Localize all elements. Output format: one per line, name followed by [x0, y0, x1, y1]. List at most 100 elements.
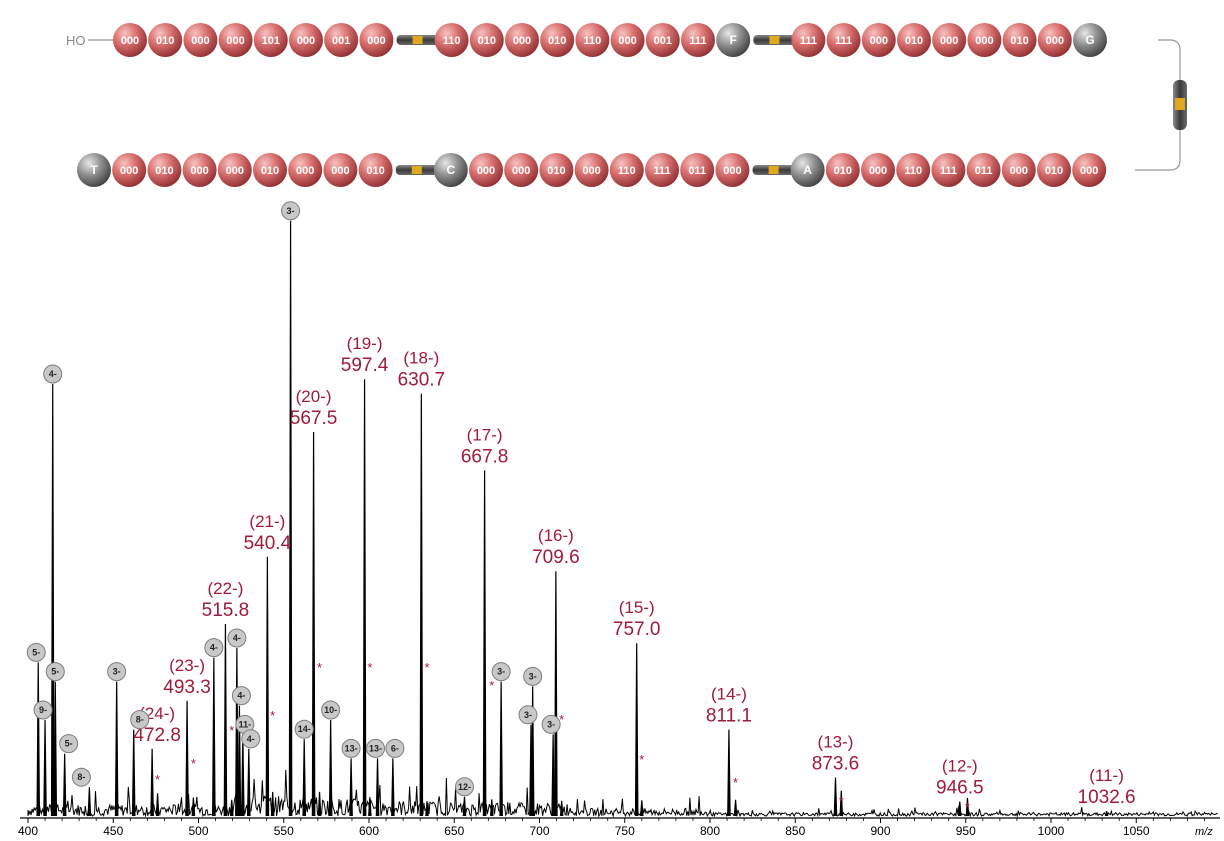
spectrum-noise-trace	[27, 769, 1218, 818]
charge-badge-label: 4-	[237, 691, 245, 701]
sequence-bead	[504, 153, 539, 187]
bead-code: 000	[723, 165, 741, 177]
bead-code: 010	[834, 165, 852, 177]
bead-code: 000	[513, 35, 531, 47]
peak-charge-label: (18-)	[403, 349, 439, 368]
impurity-peak	[288, 220, 293, 817]
sequence-bead	[324, 23, 359, 57]
charge-badge	[491, 662, 511, 682]
polymer-sequence-diagram: HO 000 010 000 000 101 000 001 000 110 010 000 010 1…	[66, 23, 1187, 187]
bead-code: 010	[1010, 35, 1028, 47]
sequence-bead	[183, 23, 218, 57]
linker-mark	[769, 36, 780, 44]
asterisk-mark: *	[489, 678, 494, 693]
sequence-bead	[539, 153, 574, 187]
charge-badge	[59, 734, 79, 754]
peak-mz-label: 540.4	[244, 533, 292, 554]
sequence-bead	[645, 153, 679, 187]
charge-badge-label: 4-	[210, 643, 218, 653]
peak-mz-label: 946.5	[936, 778, 984, 799]
x-tick-label: 850	[785, 824, 805, 838]
sequence-bead	[896, 153, 931, 187]
sequence-bead	[113, 23, 147, 57]
labeled-peak	[265, 556, 270, 817]
impurity-peak	[246, 748, 251, 817]
bead-code: 000	[477, 165, 495, 177]
sequence-bead	[931, 153, 966, 187]
sequence-bead	[861, 23, 896, 57]
bead-code: 000	[975, 35, 993, 47]
vertical-linker-mark	[1175, 98, 1185, 110]
asterisk-peak	[965, 797, 970, 817]
bead-code: 110	[443, 35, 461, 47]
charge-badge-label: 4-	[233, 633, 241, 643]
asterisk-mark: *	[367, 660, 372, 675]
charge-badge	[204, 638, 224, 658]
charge-badge-label: 4-	[49, 369, 57, 379]
asterisk-peak	[317, 791, 322, 817]
mass-spectrum: 472.8(24-)493.3(23-)515.8(22-)540.4(21-)…	[18, 201, 1220, 838]
peak-mz-label: 515.8	[202, 600, 250, 621]
bead-code: 000	[1010, 165, 1028, 177]
asterisk-mark: *	[839, 794, 844, 809]
bead-code: 010	[905, 35, 923, 47]
bead-code: 000	[512, 165, 530, 177]
sequence-bead	[1037, 23, 1072, 57]
labeled-peak	[150, 748, 154, 817]
monomer-letter: F	[730, 33, 737, 47]
asterisk-marks: * * * * * * * * * * * * *	[155, 660, 970, 815]
x-tick-label: 500	[188, 824, 208, 838]
charge-badge	[385, 738, 405, 758]
linker-mark	[411, 166, 422, 174]
sequence-bead	[1072, 153, 1107, 187]
sequence-bead	[289, 23, 323, 57]
peak-charge-label: (12-)	[942, 757, 978, 776]
sequence-bead	[680, 153, 715, 187]
sequence-bead	[182, 153, 217, 187]
x-axis-ticks: 400 450 500 550 600 650 700 750 800 850 900 950 1000…	[18, 818, 1205, 838]
labeled-peak	[1104, 811, 1109, 817]
charge-badge	[71, 767, 91, 787]
sequence-bead	[791, 23, 826, 57]
bead-code: 000	[191, 35, 209, 47]
labeled-peak	[311, 431, 316, 817]
impurity-peak	[131, 729, 136, 817]
peak-mz-label: 811.1	[706, 706, 752, 727]
charge-badge-label: 13-	[345, 743, 358, 753]
sequence-bead	[359, 23, 394, 57]
charge-badge	[130, 710, 150, 730]
monomer-letter: T	[90, 163, 98, 177]
bead-code: 000	[226, 165, 244, 177]
labeled-peak	[362, 379, 367, 817]
charge-badge-label: 9-	[39, 705, 47, 715]
asterisk-mark: *	[317, 660, 322, 675]
peak-mz-label: 472.8	[133, 725, 181, 746]
labeled-peak	[419, 393, 424, 817]
peak-mz-label: 493.3	[163, 677, 211, 698]
sequence-bead	[148, 23, 183, 57]
sequence-bead	[253, 23, 288, 57]
bead-code: 000	[869, 165, 887, 177]
impurity-peak	[529, 724, 533, 817]
charge-badge-label: 10-	[324, 705, 337, 715]
charge-badge-label: 5-	[51, 667, 59, 677]
charge-badge	[33, 700, 53, 720]
peak-mz-label: 1032.6	[1078, 787, 1136, 808]
asterisk-peak	[229, 799, 234, 817]
charge-badge-label: 3-	[547, 719, 555, 729]
charge-badge	[518, 705, 538, 725]
charge-badge	[231, 686, 251, 706]
peak-mz-label: 630.7	[398, 370, 446, 391]
asterisk-peak	[733, 799, 738, 817]
charge-badge-label: 8-	[77, 772, 85, 782]
linker-mark	[768, 166, 779, 174]
x-tick-label: 1050	[1123, 824, 1150, 838]
sequence-bead	[897, 23, 931, 57]
sequence-bead	[434, 23, 469, 57]
impurity-peak	[551, 734, 555, 817]
impurity-peak	[50, 383, 55, 817]
peak-charge-label: (19-)	[347, 334, 383, 353]
asterisk-mark: *	[270, 708, 275, 723]
impurity-peak	[53, 681, 58, 817]
